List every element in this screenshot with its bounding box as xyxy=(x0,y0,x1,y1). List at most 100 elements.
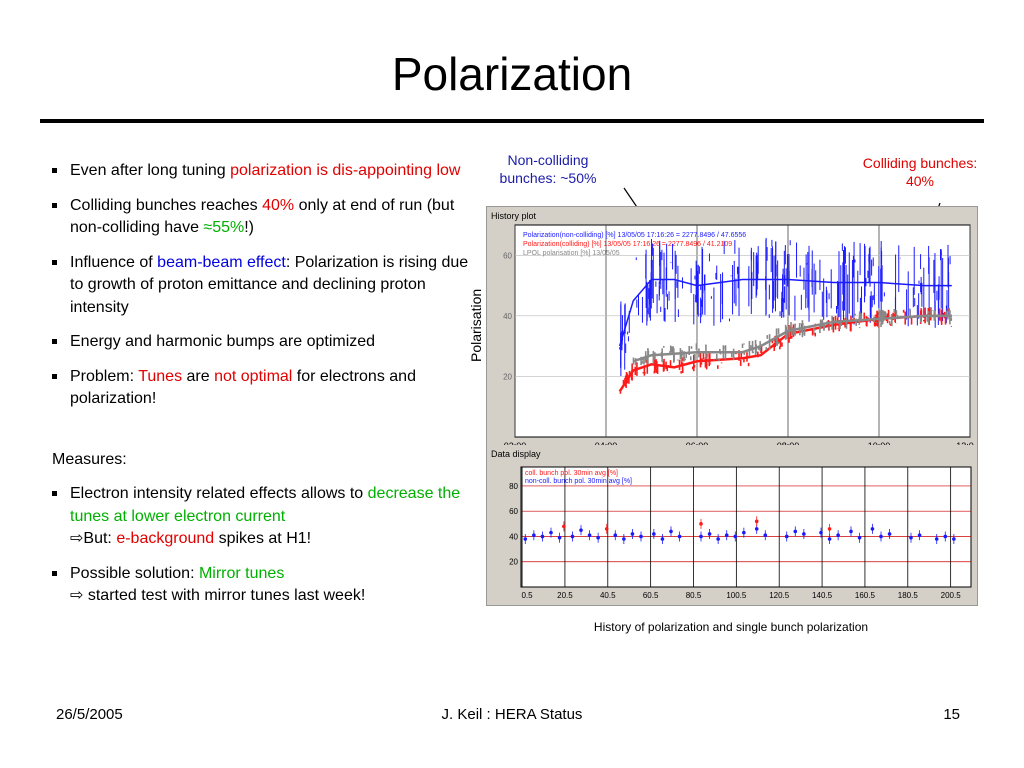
noncolliding-point xyxy=(557,535,562,540)
noncolliding-point xyxy=(549,530,553,535)
bullet-text: Colliding bunches reaches xyxy=(70,196,263,214)
plot-area xyxy=(520,466,972,588)
footer-page-number: 15 xyxy=(943,706,960,723)
bullet-text: Even after long tuning xyxy=(70,162,231,179)
noncolliding-point xyxy=(733,534,738,539)
noncolliding-point xyxy=(707,532,712,536)
colliding-point xyxy=(754,519,759,524)
noncolliding-point xyxy=(952,537,956,541)
noncolliding-point xyxy=(754,527,759,531)
noncolliding-point xyxy=(724,533,729,538)
y-tick-label: 80 xyxy=(509,482,518,491)
bullet-item: Problem: Tunes are not optimal for elect… xyxy=(52,366,472,411)
x-tick-label: 100.5 xyxy=(726,591,747,600)
y-tick-label: 60 xyxy=(509,507,518,516)
bullet-text: for electrons and polarization! xyxy=(70,367,416,408)
x-tick-label: 20.5 xyxy=(557,591,573,600)
legend-entry: Polarization(colliding) [%] 13/05/05 17:… xyxy=(523,241,732,248)
bullet-marker xyxy=(52,168,57,173)
figure-caption: History of polarization and single bunch… xyxy=(593,620,869,634)
bullet-item: Influence of beam-beam effect: Polarizat… xyxy=(52,252,472,320)
noncolliding-point xyxy=(857,535,862,540)
bullet-text: Influence of xyxy=(70,253,158,271)
noncolliding-point xyxy=(699,534,703,539)
colliding-point xyxy=(699,522,703,526)
polarization-figure: History plot02:0004:0006:0008:0010:0012:… xyxy=(486,206,978,606)
noncolliding-point xyxy=(742,530,746,535)
footer-date: 26/5/2005 xyxy=(56,706,123,723)
x-tick-label: 0.5 xyxy=(521,591,533,600)
bullet-marker xyxy=(52,202,57,208)
x-tick-label: 200.5 xyxy=(941,591,962,600)
legend-entry: coll. bunch pol. 30min avg [%] xyxy=(525,470,618,477)
plot-area xyxy=(514,224,971,438)
bullet-text: 40% xyxy=(262,196,295,214)
bullet-item: Possible solution: Mirror tunes ⇨ started… xyxy=(52,563,472,608)
y-tick-label: 20 xyxy=(509,558,518,567)
panel-title: History plot xyxy=(491,211,537,221)
bullet-text: Energy and harmonic bumps are optimized xyxy=(70,333,376,350)
y-tick-label: 20 xyxy=(503,372,512,381)
noncolliding-point xyxy=(870,527,875,531)
bullet-marker xyxy=(52,339,57,344)
bullet-text: Problem: xyxy=(70,367,139,385)
noncolliding-point xyxy=(587,533,592,538)
bullet-text: e-background xyxy=(116,530,215,547)
x-tick-label: 180.5 xyxy=(898,591,919,600)
series-noncolliding-line xyxy=(618,278,952,347)
bullet-text: beam-beam effect xyxy=(157,253,286,271)
noncolliding-point xyxy=(827,537,832,541)
noncolliding-point xyxy=(763,533,768,538)
bullet-marker xyxy=(52,259,57,265)
legend-entry: LPOL polarisation [%] 13/05/05 xyxy=(523,250,620,257)
bullet-text: decrease the tunes at lower electron cur… xyxy=(70,485,461,525)
x-tick-label: 60.5 xyxy=(643,591,659,600)
noncolliding-point xyxy=(909,535,913,540)
noncolliding-point xyxy=(887,532,892,536)
colliding-callout: Colliding bunches: 40% xyxy=(862,155,978,189)
bullet-item: Energy and harmonic bumps are optimized xyxy=(52,331,472,354)
bullet-text: ≈55% xyxy=(203,219,245,236)
noncolliding-point xyxy=(660,537,665,541)
bullet-text: !) xyxy=(244,219,255,236)
noncolliding-point xyxy=(677,534,682,539)
bullet-text: are xyxy=(182,367,215,385)
title-underline xyxy=(40,119,984,123)
colliding-point xyxy=(604,527,609,531)
measures-label: Measures: xyxy=(52,450,127,468)
bullet-text: Mirror tunes xyxy=(198,564,285,582)
series-noncolliding-noise xyxy=(619,237,952,377)
footer-author: J. Keil : HERA Status xyxy=(441,706,583,723)
bullet-text: not optimal xyxy=(214,367,293,385)
noncolliding-point xyxy=(934,537,939,541)
bullet-marker xyxy=(52,570,57,576)
bullet-text: only at end of run (but non-colliding ha… xyxy=(70,196,455,237)
noncolliding-point xyxy=(652,532,656,536)
y-tick-label: 40 xyxy=(503,312,512,321)
noncolliding-point xyxy=(836,533,840,538)
noncolliding-point xyxy=(784,534,789,539)
bullet-text: Possible solution: xyxy=(70,564,199,582)
noncolliding-point xyxy=(943,534,948,539)
bullet-list: Even after long tuning polarization is d… xyxy=(52,160,472,620)
noncolliding-point xyxy=(540,534,545,539)
noncolliding-point xyxy=(716,537,720,541)
slide-title: Polarization xyxy=(391,48,633,100)
data-display-panel: Data display 20 40 60 80 0.5 20.5 40.5 60.5 80.5 1… xyxy=(487,445,977,605)
noncolliding-point xyxy=(532,533,536,538)
noncolliding-point xyxy=(819,530,823,535)
x-tick-label: 80.5 xyxy=(686,591,702,600)
bullet-text: Tunes xyxy=(138,367,183,385)
colliding-point xyxy=(562,524,566,529)
noncolliding-point xyxy=(879,534,883,539)
x-tick-label: 140.5 xyxy=(812,591,833,600)
series-lpol-line xyxy=(632,314,952,363)
bullet-marker xyxy=(52,373,57,379)
noncolliding-point xyxy=(669,529,673,534)
noncolliding-point xyxy=(917,533,922,538)
noncolliding-point xyxy=(639,534,643,539)
noncolliding-point xyxy=(630,532,635,536)
noncolliding-point xyxy=(622,537,626,541)
bullet-text: : Polarization is rising due to growth o… xyxy=(70,253,469,316)
bullet-text: spikes at H1! xyxy=(214,530,312,547)
